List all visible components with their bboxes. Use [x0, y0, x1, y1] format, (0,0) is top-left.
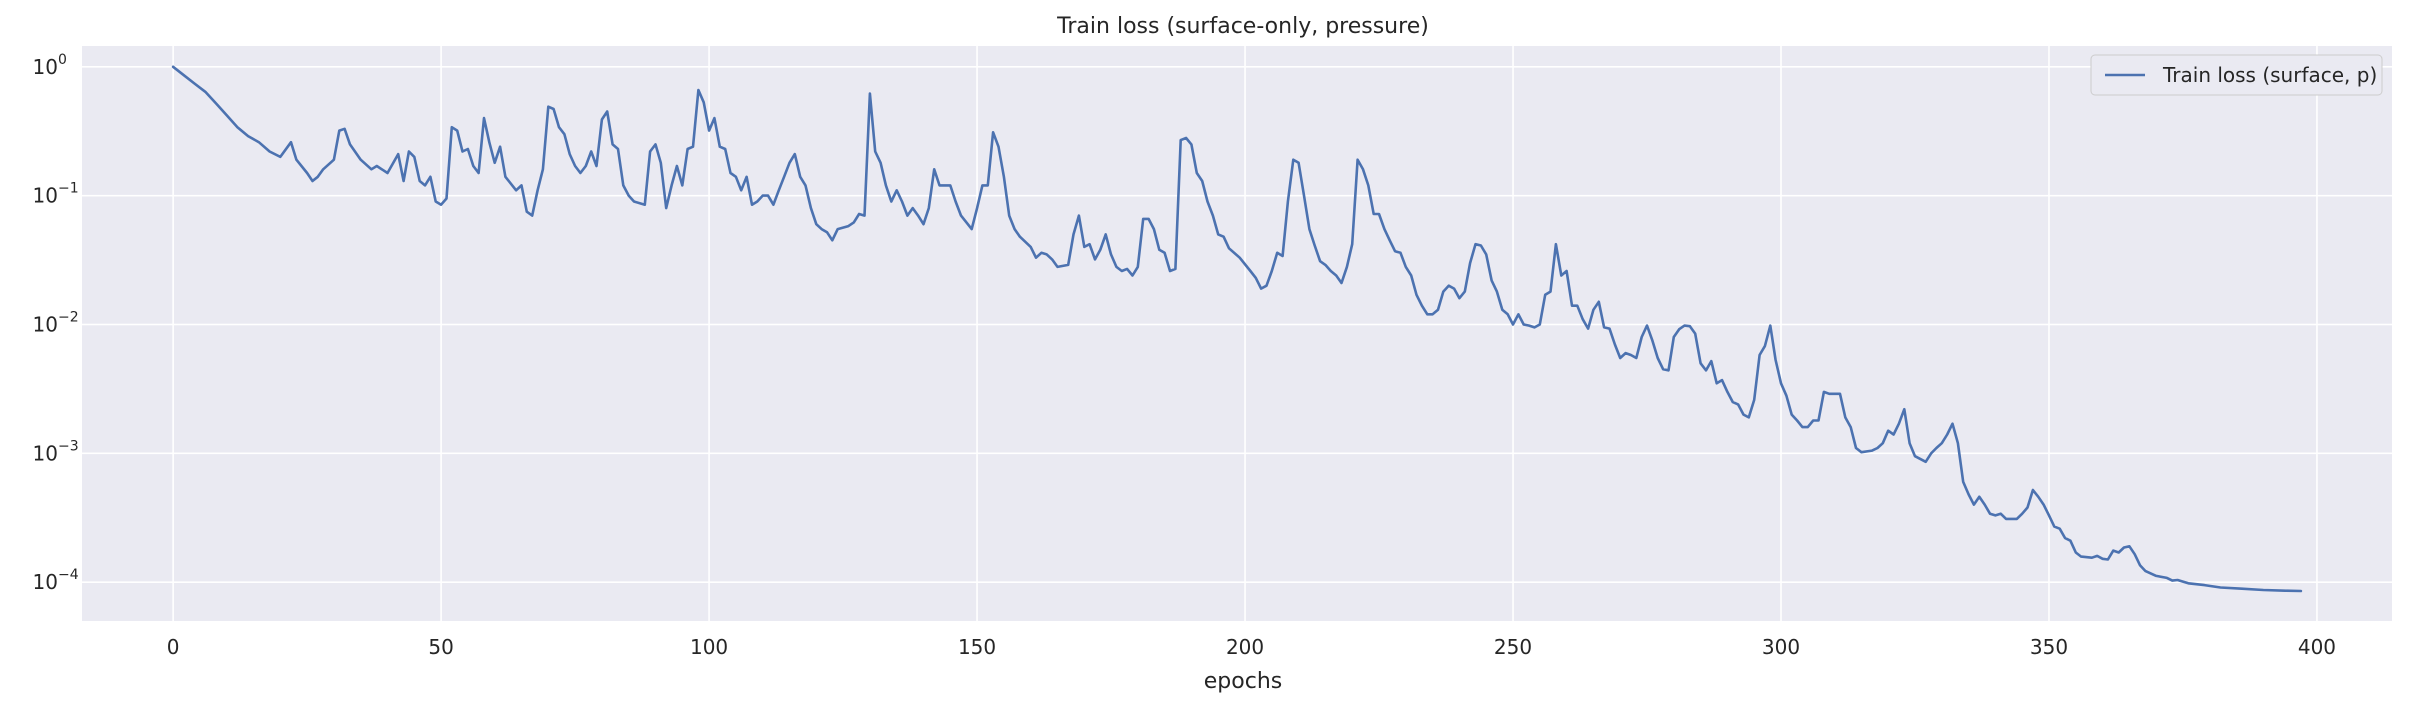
- series-line: [171, 65, 2303, 593]
- x-tick-label: 150: [958, 635, 996, 659]
- chart-title: Train loss (surface-only, pressure): [1056, 14, 1429, 39]
- x-tick-label: 200: [1226, 635, 1264, 659]
- x-axis-label: epochs: [1204, 669, 1282, 694]
- y-tick-label: 10: [33, 441, 58, 465]
- x-tick-label: 50: [428, 635, 453, 659]
- x-gridlines: [172, 46, 2318, 621]
- legend: Train loss (surface, p): [2090, 54, 2383, 96]
- y-gridlines: [82, 65, 2392, 584]
- y-tick-label: 10: [33, 313, 58, 337]
- x-tick-label: 100: [690, 635, 728, 659]
- legend-label: Train loss (surface, p): [2162, 63, 2377, 87]
- series-layer: [171, 65, 2303, 593]
- y-tick-exponent: −1: [58, 181, 79, 197]
- x-tick-label: 400: [2298, 635, 2336, 659]
- plot-area: [82, 46, 2392, 621]
- y-tick-label: 10: [33, 570, 58, 594]
- y-tick-exponent: 0: [58, 52, 67, 68]
- y-tick-exponent: −2: [58, 310, 79, 326]
- y-tick-label: 10: [33, 55, 58, 79]
- x-tick-label: 250: [1494, 635, 1532, 659]
- y-tick-exponent: −3: [58, 438, 79, 454]
- x-tick-label: 300: [1762, 635, 1800, 659]
- y-tick-label: 10: [33, 184, 58, 208]
- x-tick-label: 350: [2030, 635, 2068, 659]
- legend-box: [2090, 54, 2383, 96]
- x-axis-tick-labels: 0 50 100 150 200 250 300 350 400: [167, 635, 2336, 659]
- x-tick-label: 0: [167, 635, 180, 659]
- y-tick-exponent: −4: [58, 567, 79, 583]
